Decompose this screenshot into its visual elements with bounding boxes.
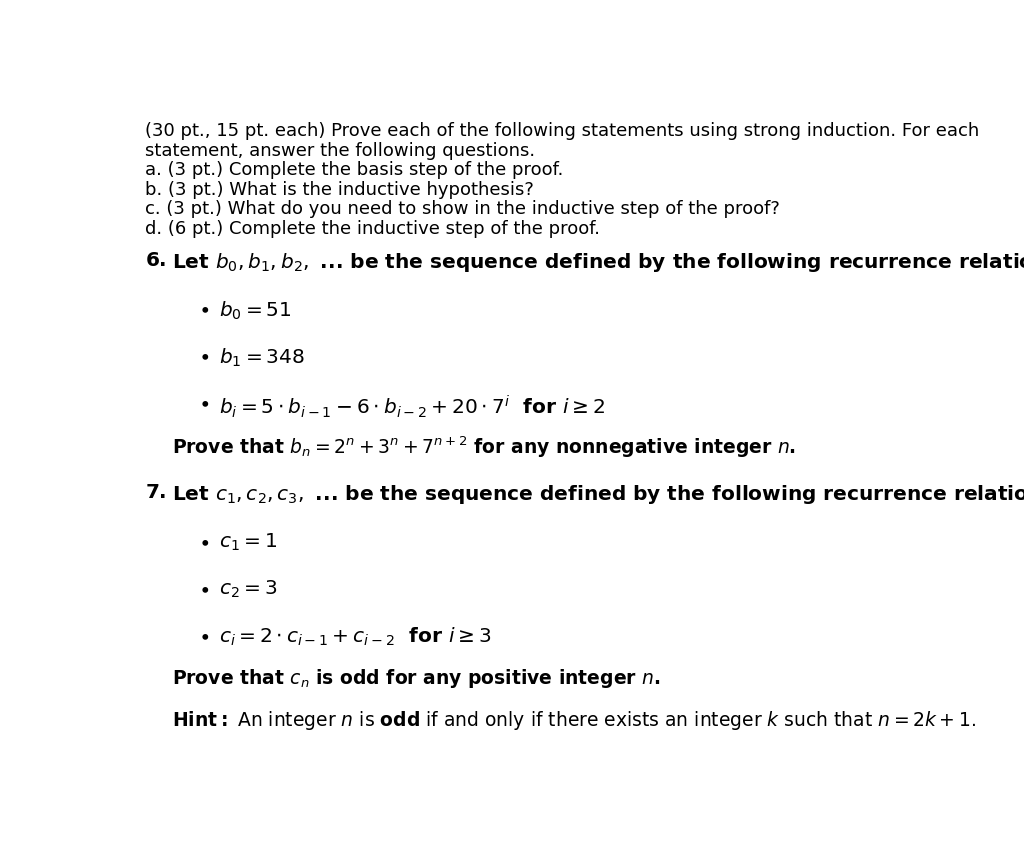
Text: $\bullet$: $\bullet$: [198, 393, 209, 412]
Text: $b_i = 5 \cdot b_{i-1} - 6 \cdot b_{i-2} + 20 \cdot 7^i$  for $i \geq 2$: $b_i = 5 \cdot b_{i-1} - 6 \cdot b_{i-2}…: [219, 393, 605, 419]
Text: $\bullet$: $\bullet$: [198, 625, 209, 645]
Text: $\bullet$: $\bullet$: [198, 346, 209, 365]
Text: b. (3 pt.) What is the inductive hypothesis?: b. (3 pt.) What is the inductive hypothe…: [145, 181, 535, 198]
Text: $\mathbf{Hint:}$ An integer $n$ is $\mathbf{odd}$ if and only if there exists an: $\mathbf{Hint:}$ An integer $n$ is $\mat…: [172, 709, 976, 732]
Text: c. (3 pt.) What do you need to show in the inductive step of the proof?: c. (3 pt.) What do you need to show in t…: [145, 200, 780, 218]
Text: $c_1 = 1$: $c_1 = 1$: [219, 533, 278, 554]
Text: Let $c_1, c_2, c_3,$ ... be the sequence defined by the following recurrence rel: Let $c_1, c_2, c_3,$ ... be the sequence…: [172, 484, 1024, 506]
Text: (30 pt., 15 pt. each) Prove each of the following statements using strong induct: (30 pt., 15 pt. each) Prove each of the …: [145, 122, 980, 140]
Text: $b_0 = 51$: $b_0 = 51$: [219, 300, 292, 322]
Text: 6.: 6.: [145, 251, 167, 270]
Text: $\bullet$: $\bullet$: [198, 533, 209, 551]
Text: statement, answer the following questions.: statement, answer the following question…: [145, 142, 536, 160]
Text: $\bullet$: $\bullet$: [198, 579, 209, 598]
Text: Let $b_0, b_1, b_2,$ ... be the sequence defined by the following recurrence rel: Let $b_0, b_1, b_2,$ ... be the sequence…: [172, 251, 1024, 273]
Text: 7.: 7.: [145, 484, 167, 502]
Text: d. (6 pt.) Complete the inductive step of the proof.: d. (6 pt.) Complete the inductive step o…: [145, 219, 600, 237]
Text: $\bullet$: $\bullet$: [198, 300, 209, 318]
Text: Prove that $b_n = 2^n + 3^n + 7^{n+2}$ for any nonnegative integer $n$.: Prove that $b_n = 2^n + 3^n + 7^{n+2}$ f…: [172, 435, 796, 460]
Text: $c_2 = 3$: $c_2 = 3$: [219, 579, 278, 600]
Text: $c_i = 2 \cdot c_{i-1} + c_{i-2}$  for $i \geq 3$: $c_i = 2 \cdot c_{i-1} + c_{i-2}$ for $i…: [219, 625, 492, 648]
Text: a. (3 pt.) Complete the basis step of the proof.: a. (3 pt.) Complete the basis step of th…: [145, 161, 564, 179]
Text: Prove that $c_n$ is odd for any positive integer $n$.: Prove that $c_n$ is odd for any positive…: [172, 668, 660, 690]
Text: $b_1 = 348$: $b_1 = 348$: [219, 346, 305, 369]
